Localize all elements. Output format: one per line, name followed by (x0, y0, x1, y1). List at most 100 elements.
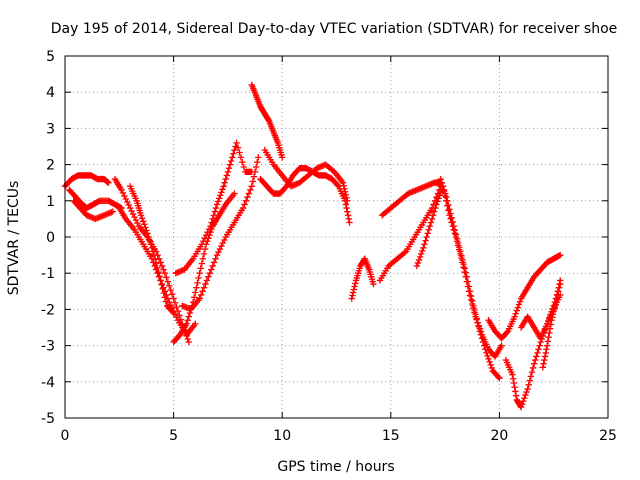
data-point (201, 235, 208, 242)
data-point (474, 319, 481, 326)
data-point (230, 150, 237, 157)
data-point (348, 295, 355, 302)
data-point (523, 388, 530, 396)
y-tick-label: 1 (46, 194, 55, 210)
data-point (440, 186, 448, 194)
data-point (191, 294, 198, 301)
data-point (534, 349, 541, 357)
data-point (208, 219, 215, 226)
data-point (249, 178, 257, 185)
data-point (541, 353, 549, 360)
data-point (450, 222, 457, 230)
data-point (436, 192, 443, 199)
data-point (465, 283, 473, 290)
data-point (105, 179, 112, 186)
data-point (208, 266, 215, 273)
data-point (447, 210, 454, 217)
chart-title: Day 195 of 2014, Sidereal Day-to-day VTE… (51, 21, 618, 37)
data-point (145, 233, 152, 241)
data-point (199, 255, 207, 262)
data-point (132, 216, 140, 224)
data-point (517, 403, 525, 411)
data-point (514, 304, 522, 311)
data-point (486, 358, 493, 366)
data-point (548, 317, 555, 324)
data-point (454, 239, 462, 247)
data-point (419, 247, 426, 255)
data-point (157, 277, 164, 284)
data-point (231, 146, 238, 154)
data-point (511, 384, 518, 391)
data-point (231, 190, 238, 197)
data-point (163, 274, 170, 281)
x-axis-label: GPS time / hours (277, 459, 394, 475)
data-point (439, 183, 447, 190)
data-point (445, 201, 452, 209)
data-point (229, 154, 236, 161)
data-point (482, 346, 489, 353)
data-point (216, 245, 224, 253)
data-point (461, 265, 468, 272)
data-point (555, 284, 562, 291)
data-point (479, 338, 487, 346)
data-point (158, 281, 165, 288)
data-point (211, 208, 219, 215)
y-tick-label: -4 (41, 375, 55, 391)
data-point (155, 268, 162, 276)
data-point (512, 388, 519, 395)
data-point (220, 183, 227, 190)
y-tick-label: 0 (46, 230, 55, 246)
data-point (161, 294, 169, 301)
data-point (459, 256, 466, 264)
data-point (213, 251, 221, 259)
data-point (206, 270, 213, 277)
data-point (521, 394, 528, 402)
data-point (485, 355, 492, 363)
data-point (166, 282, 173, 290)
data-point (227, 157, 235, 165)
data-point (209, 215, 216, 223)
data-point (240, 163, 248, 171)
data-point (162, 298, 170, 305)
data-point (161, 270, 169, 277)
data-point (451, 227, 459, 234)
data-point (458, 252, 465, 259)
data-point (340, 182, 347, 189)
data-point (234, 144, 242, 151)
data-point (198, 260, 206, 267)
data-point (509, 375, 517, 382)
data-point (219, 186, 226, 193)
data-point (169, 308, 176, 316)
data-point (171, 299, 179, 306)
data-point (173, 303, 180, 311)
data-point (551, 301, 559, 309)
data-point (194, 279, 201, 287)
series-track-Q (437, 175, 503, 382)
data-point (185, 313, 193, 320)
data-point (512, 310, 519, 317)
data-point (205, 225, 213, 233)
data-point (470, 302, 477, 309)
data-point (422, 237, 429, 244)
data-point (233, 139, 240, 147)
data-point (533, 353, 540, 360)
data-point (546, 329, 553, 337)
data-point (237, 154, 245, 161)
data-point (466, 288, 474, 295)
data-point (213, 201, 221, 208)
data-point (442, 193, 450, 201)
data-point (214, 198, 222, 205)
data-point (168, 291, 176, 298)
data-point (543, 342, 551, 349)
data-point (139, 218, 147, 225)
data-point (553, 295, 560, 302)
series-track-A (61, 172, 112, 190)
data-point (217, 192, 224, 199)
data-point (350, 286, 358, 293)
data-point (542, 349, 549, 357)
data-point (370, 280, 377, 288)
data-point (529, 364, 537, 372)
data-point (418, 250, 425, 258)
data-point (488, 364, 495, 372)
data-point (498, 342, 505, 349)
